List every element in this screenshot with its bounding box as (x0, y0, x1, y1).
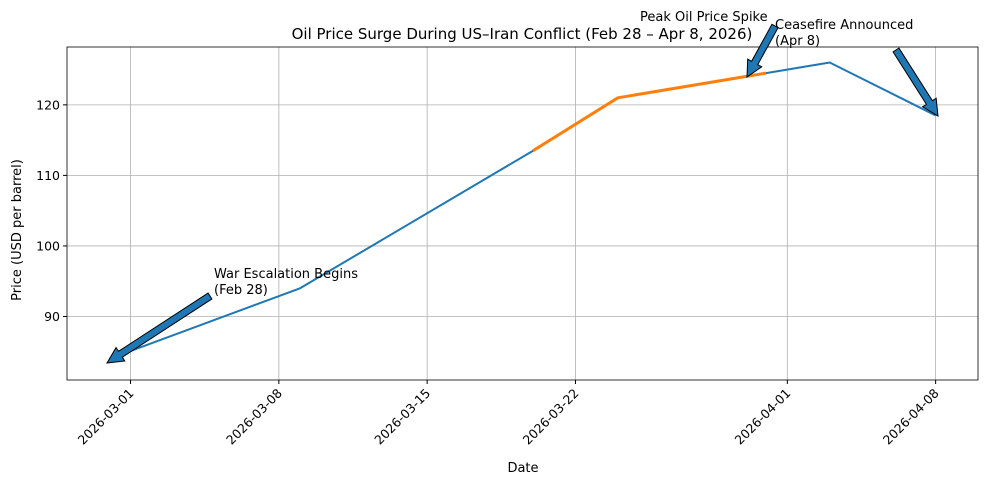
data-line (532, 71, 767, 152)
annotation-text: War Escalation Begins (214, 267, 358, 282)
y-tick-label: 100 (36, 238, 60, 253)
chart-title: Oil Price Surge During US–Iran Conflict … (292, 25, 753, 43)
y-tick-label: 120 (36, 97, 60, 112)
annotation-text: Peak Oil Price Spike (640, 10, 768, 25)
annotation-arrow (746, 23, 779, 78)
x-tick-label: 2026-04-08 (880, 385, 942, 447)
annotation-text: Ceasefire Announced (775, 18, 913, 33)
x-tick-label: 2026-03-22 (520, 386, 582, 448)
data-line (109, 61, 937, 360)
annotation-text: (Feb 28) (214, 283, 268, 298)
annotation-arrow (892, 47, 939, 117)
y-tick-label: 110 (36, 168, 60, 183)
x-tick-label: 2026-03-15 (371, 386, 433, 448)
annotation-arrow (106, 292, 213, 364)
x-tick-label: 2026-03-08 (223, 385, 285, 447)
y-tick-label: 90 (44, 309, 60, 324)
plot-frame (66, 46, 979, 381)
annotation-text: (Apr 8) (775, 34, 820, 49)
x-tick-label: 2026-03-01 (75, 386, 137, 448)
y-axis-label: Price (USD per barrel) (10, 159, 25, 301)
x-tick-label: 2026-04-01 (731, 386, 793, 448)
x-axis-label: Date (507, 461, 538, 476)
